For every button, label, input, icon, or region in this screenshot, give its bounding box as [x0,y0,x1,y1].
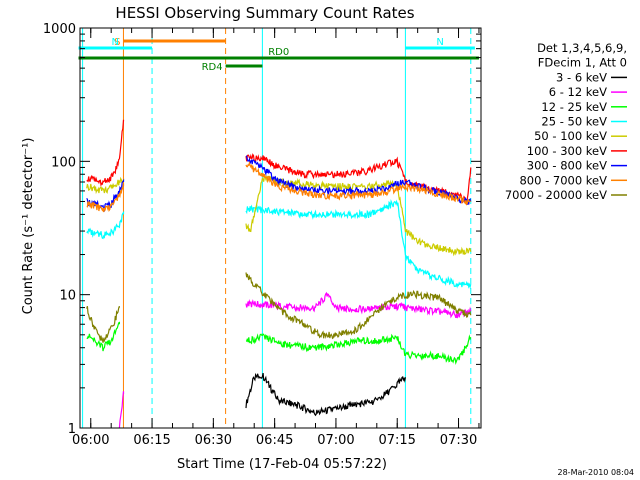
flag-bar-label: N [112,37,119,48]
series-line [86,321,121,352]
series-line [86,305,121,343]
y-tick-label: 1000 [43,22,76,37]
flag-bar-label: RD4 [202,62,223,73]
series-line [86,176,125,195]
flag-bar-label: RD0 [268,47,289,58]
series-line [245,199,472,290]
legend-label: 12 - 25 keV [541,100,607,114]
legend-label: 300 - 800 keV [527,159,607,173]
y-tick-label: 10 [59,289,76,304]
legend-label: 25 - 50 keV [541,115,607,129]
x-tick-label: 06:00 [72,433,109,448]
x-tick-label: 07:00 [317,433,354,448]
legend-header: FDecim 1, Att 0 [538,56,627,70]
chart-title: HESSI Observing Summary Count Rates [115,4,414,22]
axes-layer: 1 10 100 1000 06:00 06:15 06:30 06:45 07:00 07:15… [43,22,482,448]
series-line [118,391,125,429]
x-tick-label: 07:30 [440,433,477,448]
series-line [245,155,472,205]
series-line [245,333,472,366]
series-line [245,160,472,206]
series-line [86,210,125,240]
legend-label: 7000 - 20000 keV [505,188,607,202]
series-line [245,372,406,417]
legend-label: 800 - 7000 keV [519,173,607,187]
series-line [86,183,125,213]
legend-label: 6 - 12 keV [549,85,607,99]
legend: Det 1,3,4,5,6,9,FDecim 1, Att 03 - 6 keV… [505,41,627,202]
legend-label: 3 - 6 keV [556,70,607,84]
y-tick-label: 1 [68,422,76,437]
legend-header: Det 1,3,4,5,6,9, [537,41,627,55]
series-line [245,272,472,340]
flag-bar-label: S [114,37,120,48]
legend-label: 50 - 100 keV [534,129,607,143]
series-line [245,291,472,319]
x-tick-label: 06:15 [133,433,170,448]
x-tick-label: 07:15 [378,433,415,448]
x-tick-label: 06:45 [256,433,293,448]
y-axis-label: Count Rate (s⁻¹ detector⁻¹) [21,138,36,315]
plot-frame [79,27,482,429]
x-axis-label: Start Time (17-Feb-04 05:57:22) [177,457,387,472]
series-layer [86,119,472,429]
date-stamp: 28-Mar-2010 08:04 [558,468,635,477]
x-tick-label: 06:30 [195,433,232,448]
y-tick-label: 100 [51,155,76,170]
markers-layer [82,28,472,428]
series-line [86,119,125,187]
legend-label: 100 - 300 keV [527,144,607,158]
flag-bar-label: N [436,37,443,48]
